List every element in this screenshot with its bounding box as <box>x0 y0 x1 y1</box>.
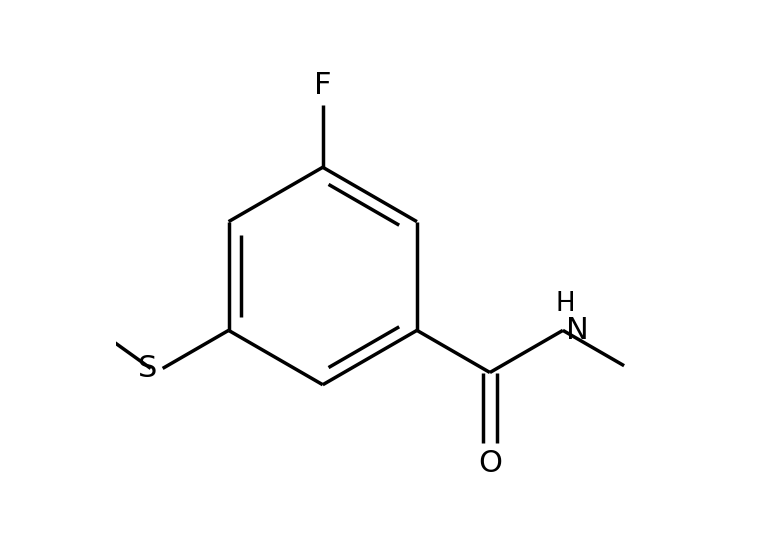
Text: H: H <box>556 291 575 317</box>
Text: O: O <box>478 449 502 477</box>
Text: F: F <box>314 71 331 100</box>
Text: N: N <box>566 316 588 345</box>
Text: S: S <box>138 354 158 383</box>
